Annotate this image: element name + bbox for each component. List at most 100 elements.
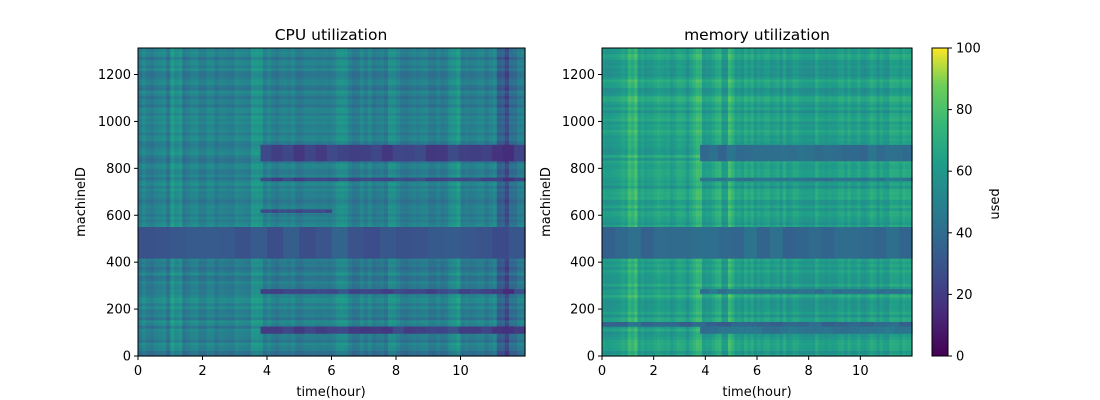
cpu-heat-cell — [319, 302, 325, 307]
cpu-heat-cell — [375, 353, 381, 357]
cpu-heat-cell — [186, 274, 192, 279]
cpu-heat-cell — [206, 328, 212, 332]
cpu-heat-cell — [287, 302, 292, 307]
cpu-heat-cell — [520, 350, 526, 354]
cpu-heat-cell — [262, 336, 268, 340]
cpu-heat-cell — [504, 319, 510, 323]
cpu-heat-cell — [400, 280, 405, 284]
cpu-heat-cell — [218, 350, 224, 354]
cpu-heat-cell — [186, 344, 192, 349]
cpu-heat-cell — [327, 274, 333, 279]
cpu-heat-cell — [420, 294, 425, 298]
cpu-heat-cell — [355, 353, 361, 357]
cpu-heat-cell — [287, 308, 292, 312]
cpu-heat-cell — [512, 300, 518, 304]
cpu-heat-cell — [138, 339, 143, 343]
cpu-heat-cell — [383, 294, 389, 298]
cpu-heat-cell — [444, 316, 450, 321]
cpu-heat-cell — [400, 258, 405, 262]
cpu-heat-cell — [359, 269, 365, 273]
cpu-heat-cell — [158, 336, 163, 340]
cpu-heat-cell — [464, 314, 470, 318]
cpu-heat-cell — [319, 283, 325, 287]
cpu-heat-cell — [262, 300, 268, 304]
cpu-heat-cell — [476, 339, 482, 343]
cpu-heat-cell — [254, 353, 260, 357]
cpu-heat-cell — [190, 350, 196, 354]
cpu-heat-cell — [424, 350, 429, 354]
cpu-heat-cell — [476, 280, 482, 284]
cpu-heat-cell — [146, 325, 151, 329]
cpu-heat-cell — [315, 277, 321, 281]
cpu-heat-cell — [250, 280, 256, 284]
cpu-heat-cell — [178, 263, 183, 267]
cpu-heat-cell — [307, 333, 312, 337]
cpu-heat-cell — [202, 283, 208, 287]
cpu-heat-cell — [150, 288, 155, 293]
cpu-heat-cell — [158, 333, 163, 337]
cpu-heat-cell — [436, 311, 441, 315]
cpu-heat-cell — [222, 291, 228, 295]
cpu-heat-cell — [383, 283, 389, 287]
cpu-heat-cell — [242, 277, 248, 281]
cpu-heat-cell — [363, 283, 369, 287]
cpu-heat-cell — [339, 353, 345, 357]
cpu-heat-cell — [472, 314, 478, 318]
cpu-heat-cell — [468, 308, 474, 312]
cpu-heat-cell — [480, 308, 486, 312]
cpu-heat-cell — [355, 297, 361, 301]
cpu-heat-cell — [464, 274, 470, 279]
cpu-heat-cell — [420, 308, 425, 312]
cpu-heat-cell — [396, 266, 401, 270]
cpu-heat-cell — [327, 283, 333, 287]
cpu-heat-cell — [202, 294, 208, 298]
cpu-heat-cell — [162, 328, 167, 332]
cpu-heat-cell — [283, 277, 288, 281]
cpu-heat-cell — [150, 308, 155, 312]
cpu-heat-cell — [420, 263, 425, 267]
cpu-heat-cell — [375, 263, 381, 267]
cpu-heat-cell — [158, 339, 163, 343]
cpu-heat-cell — [396, 258, 401, 262]
cpu-heat-cell — [408, 333, 413, 337]
cpu-heat-cell — [202, 288, 208, 293]
cpu-heat-cell — [343, 308, 349, 312]
cpu-heat-cell — [408, 266, 413, 270]
cpu-heat-cell — [436, 283, 441, 287]
cpu-heat-cell — [383, 260, 389, 265]
cpu-heat-cell — [500, 260, 506, 265]
cpu-heat-cell — [496, 339, 502, 343]
cpu-heat-cell — [242, 263, 248, 267]
cpu-heat-cell — [238, 353, 244, 357]
cpu-heat-cell — [367, 319, 373, 323]
cpu-heat-cell — [504, 269, 510, 273]
cpu-heat-cell — [520, 269, 526, 273]
cpu-heat-cell — [444, 274, 450, 279]
cpu-heat-cell — [146, 260, 151, 265]
cpu-heat-cell — [198, 263, 204, 267]
cpu-heat-cell — [383, 322, 389, 326]
cpu-heat-cell — [287, 339, 292, 343]
cpu-heat-cell — [154, 286, 159, 290]
cpu-heat-cell — [206, 333, 212, 337]
cpu-heat-cell — [242, 286, 248, 290]
cpu-heat-cell — [335, 342, 341, 346]
cpu-heat-cell — [242, 302, 248, 307]
cpu-heat-cell — [432, 272, 437, 276]
cpu-heat-cell — [242, 342, 248, 346]
cpu-heat-cell — [138, 330, 143, 335]
cpu-heat-cell — [496, 297, 502, 301]
cpu-heat-cell — [347, 274, 353, 279]
cpu-heat-cell — [452, 277, 458, 281]
cpu-heat-cell — [154, 291, 159, 295]
cpu-heat-cell — [488, 353, 494, 357]
cpu-heat-cell — [158, 319, 163, 323]
cpu-heat-cell — [258, 280, 264, 284]
cpu-heat-cell — [295, 277, 300, 281]
cpu-heat-cell — [500, 269, 506, 273]
cpu-heat-cell — [226, 328, 232, 332]
cpu-heat-cell — [343, 322, 349, 326]
cpu-heat-cell — [250, 297, 256, 301]
cpu-heat-cell — [412, 274, 417, 279]
cpu-heat-cell — [496, 269, 502, 273]
